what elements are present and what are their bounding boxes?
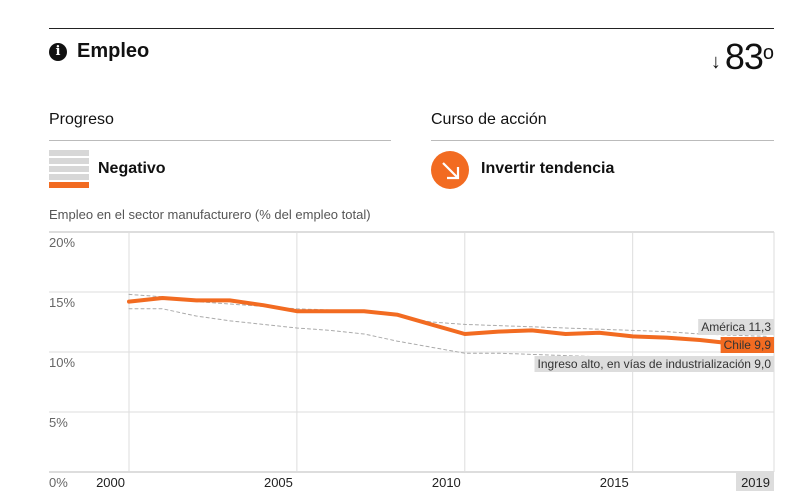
series-end-label-text: Chile 9,9 xyxy=(724,338,772,352)
progress-level-bar xyxy=(49,174,89,180)
progress-label: Negativo xyxy=(98,160,166,177)
series-end-label-text: América 11,3 xyxy=(701,320,771,334)
progress-level-icon xyxy=(49,150,89,190)
x-tick-label: 2019 xyxy=(741,475,770,490)
series-end-label-bg xyxy=(720,337,774,353)
top-rule xyxy=(49,28,774,29)
series-end-label: Ingreso alto, en vías de industrializaci… xyxy=(534,356,774,372)
series-end-label: Chile 9,9 xyxy=(720,337,774,353)
x-tick-label: 2010 xyxy=(432,475,461,490)
x-tick-label: 2015 xyxy=(600,475,629,490)
info-icon[interactable]: i xyxy=(49,42,67,61)
section-title: Empleo xyxy=(77,40,150,62)
rank-indicator: ↓ 83 o xyxy=(711,36,774,78)
progress-level-bar xyxy=(49,182,89,188)
series-end-label: América 11,3 xyxy=(698,319,774,335)
series-end-label-text: Ingreso alto, en vías de industrializaci… xyxy=(538,357,772,371)
progress-heading: Progreso xyxy=(49,111,114,128)
series-end-label-bg xyxy=(534,356,774,372)
x-tick-label: 2000 xyxy=(96,475,125,490)
rank-number: 83 xyxy=(724,36,764,77)
action-divider xyxy=(431,140,774,141)
y-tick-label: 5% xyxy=(49,415,68,430)
y-tick-label: 0% xyxy=(49,475,68,490)
y-tick-label: 10% xyxy=(49,355,75,370)
action-heading: Curso de acción xyxy=(431,111,547,128)
series-line xyxy=(128,293,768,337)
progress-level-bar xyxy=(49,166,89,172)
progress-divider xyxy=(49,140,391,141)
chart-title: Empleo en el sector manufacturero (% del… xyxy=(49,207,371,222)
y-tick-label: 20% xyxy=(49,235,75,250)
section-header: i Empleo xyxy=(49,40,149,63)
x-tick-label: 2005 xyxy=(264,475,293,490)
series-end-label-bg xyxy=(698,319,774,335)
y-tick-label: 15% xyxy=(49,295,75,310)
rank-suffix: o xyxy=(762,42,774,64)
x-tick-highlight xyxy=(736,473,774,491)
series-line xyxy=(127,296,769,348)
action-label: Invertir tendencia xyxy=(481,160,615,177)
arrow-down-right-icon xyxy=(431,151,469,189)
progress-level-bar xyxy=(49,158,89,164)
rank-arrow-icon: ↓ xyxy=(710,51,721,73)
progress-level-bar xyxy=(49,150,89,156)
